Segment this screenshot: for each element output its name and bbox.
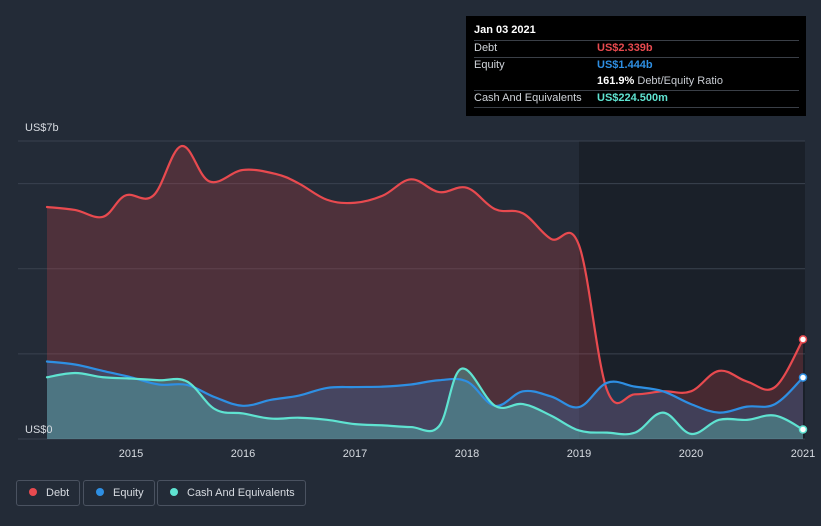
x-axis-tick-label: 2020 xyxy=(679,448,703,460)
legend-equity[interactable]: Equity xyxy=(83,480,155,506)
legend-cash-dot xyxy=(170,488,178,496)
legend-cash[interactable]: Cash And Equivalents xyxy=(157,480,306,506)
legend-cash-label: Cash And Equivalents xyxy=(187,487,295,499)
debt-end-marker xyxy=(798,335,808,344)
tooltip-divider xyxy=(474,40,799,41)
tooltip-date: Jan 03 2021 xyxy=(474,24,536,36)
x-axis-tick-label: 2019 xyxy=(567,448,591,460)
tooltip-ratio-value: 161.9% xyxy=(597,75,635,87)
tooltip-cash-label: Cash And Equivalents xyxy=(474,92,582,104)
legend-debt-dot xyxy=(29,488,37,496)
tooltip-debt-label: Debt xyxy=(474,42,498,54)
debt-area xyxy=(47,145,803,439)
legend-debt-label: Debt xyxy=(46,487,70,499)
legend-equity-dot xyxy=(96,488,104,496)
tooltip-debt-value: US$2.339b xyxy=(597,42,653,54)
tooltip-equity-value: US$1.444b xyxy=(597,59,653,71)
debt-line xyxy=(45,145,805,405)
x-axis-tick-label: 2016 xyxy=(231,448,255,460)
x-axis-tick-label: 2018 xyxy=(455,448,479,460)
cash-line xyxy=(45,367,805,436)
tooltip-divider xyxy=(474,90,799,91)
y-axis-bottom-label: US$0 xyxy=(25,424,53,436)
equity-end-marker xyxy=(798,373,808,382)
legend-debt[interactable]: Debt xyxy=(16,480,81,506)
equity-area xyxy=(47,361,803,439)
equity-line xyxy=(45,360,805,414)
tooltip-divider xyxy=(474,57,799,58)
x-axis-tick-label: 2017 xyxy=(343,448,367,460)
x-axis-tick-label: 2015 xyxy=(119,448,143,460)
tooltip-equity-label: Equity xyxy=(474,59,505,71)
tooltip-cash-value: US$224.500m xyxy=(597,92,668,104)
legend-equity-label: Equity xyxy=(113,487,144,499)
tooltip-divider xyxy=(474,107,799,108)
x-axis-tick-label: 2021 xyxy=(791,448,815,460)
y-axis-top-label: US$7b xyxy=(25,122,59,134)
tooltip-panel: Jan 03 2021 Debt US$2.339b Equity US$1.4… xyxy=(466,16,806,116)
tooltip-ratio-label: Debt/Equity Ratio xyxy=(637,75,723,87)
cash-area xyxy=(47,368,803,439)
cash-end-marker xyxy=(798,425,808,434)
